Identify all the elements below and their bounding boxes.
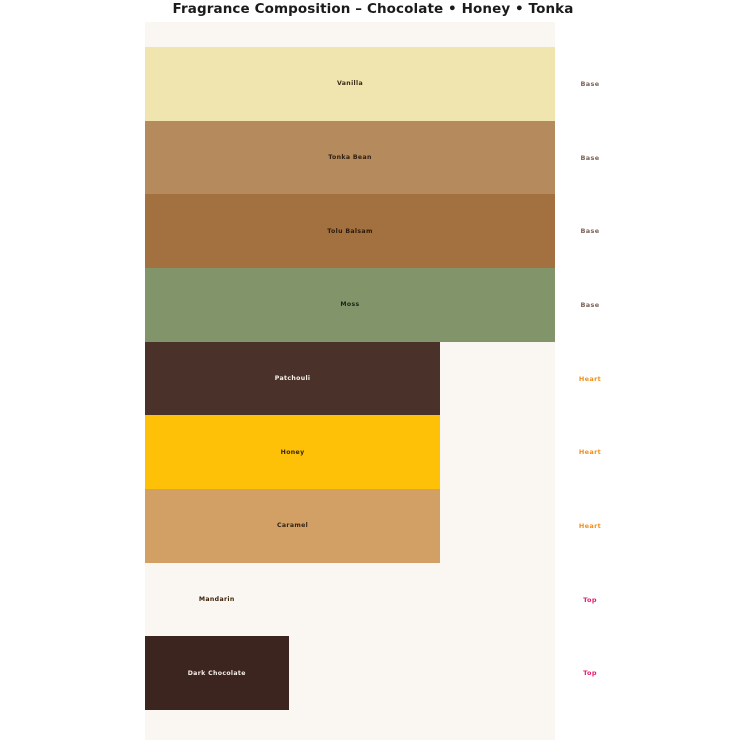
chart-title: Fragrance Composition – Chocolate • Hone… (172, 1, 574, 17)
bar-row: Vanilla (145, 47, 555, 121)
note-label-base: Base (580, 79, 600, 88)
bar-row: Moss (145, 268, 555, 342)
note-label-base: Base (580, 227, 600, 236)
bar-row: Mandarin (145, 563, 555, 637)
note-label-heart: Heart (578, 521, 602, 530)
bar-row: Caramel (145, 489, 555, 563)
bar-row: Tolu Balsam (145, 194, 555, 268)
bar-patchouli[interactable] (145, 341, 441, 416)
bar-mandarin[interactable] (145, 563, 289, 637)
note-label-top: Top (583, 595, 597, 604)
bar-tolu-balsam[interactable] (145, 194, 555, 268)
note-label-base: Base (580, 300, 600, 309)
bar-row: Dark Chocolate (145, 636, 555, 710)
note-label-heart: Heart (578, 374, 602, 383)
bars-layer: Vanilla Tonka Bean Tolu Balsam Moss Patchoul… (145, 22, 555, 740)
note-label-heart: Heart (578, 448, 602, 457)
bar-row: Honey (145, 415, 555, 489)
bar-caramel[interactable] (145, 489, 441, 563)
bar-row: Tonka Bean (145, 120, 555, 195)
note-label-top: Top (583, 669, 597, 678)
bar-moss[interactable] (145, 268, 555, 342)
note-label-base: Base (580, 153, 600, 162)
bar-vanilla[interactable] (145, 47, 555, 121)
bar-tonka-bean[interactable] (145, 120, 555, 195)
bar-honey[interactable] (145, 415, 441, 489)
note-labels-layer: Base Base Base Base Heart Heart Heart Top Top (555, 22, 675, 740)
bar-row: Patchouli (145, 341, 555, 416)
bar-dark-chocolate[interactable] (145, 636, 289, 710)
